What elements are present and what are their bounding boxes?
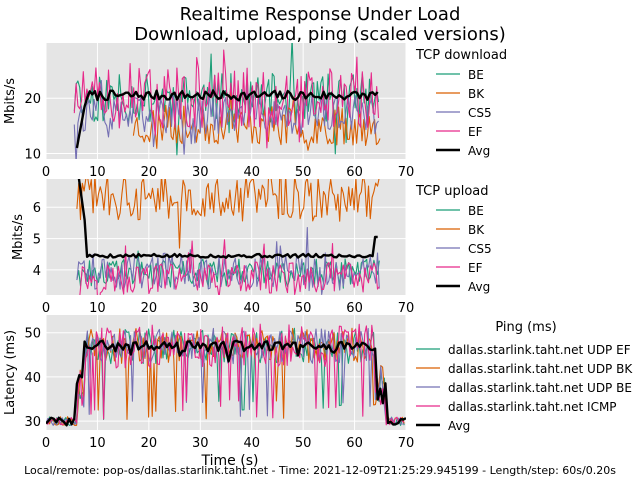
x-tick-label: 20	[141, 301, 158, 316]
legend-label: Avg	[448, 419, 470, 433]
y-axis-label: Mbits/s	[3, 78, 18, 124]
legend-label: BK	[468, 223, 485, 237]
x-tick-label: 0	[42, 436, 50, 451]
y-tick-label: 10	[24, 147, 41, 162]
legend: TCP upload BE BK CS5 EF Avg	[415, 184, 492, 294]
legend-label: dallas.starlink.taht.net UDP BK	[448, 362, 633, 376]
y-axis-label: Mbits/s	[11, 214, 26, 260]
legend-label: BK	[468, 87, 485, 101]
series-line-cs5	[76, 226, 380, 295]
legend: Ping (ms) dallas.starlink.taht.net UDP EF…	[416, 320, 633, 433]
x-tick-label: 50	[295, 436, 312, 451]
legend-label: dallas.starlink.taht.net UDP BE	[448, 381, 632, 395]
y-tick-label: 6	[33, 201, 41, 216]
series-group	[73, 43, 381, 159]
legend-title: Ping (ms)	[495, 320, 556, 335]
legend-label: EF	[468, 261, 483, 275]
x-tick-label: 20	[141, 436, 158, 451]
x-tick-label: 0	[42, 165, 50, 180]
x-tick-label: 10	[89, 165, 106, 180]
series-line-bk	[76, 179, 380, 249]
x-tick-label: 60	[346, 301, 363, 316]
x-tick-label: 50	[295, 301, 312, 316]
figure-title-line2: Download, upload, ping (scaled versions)	[134, 24, 506, 45]
x-tick-label: 10	[89, 436, 106, 451]
y-tick-label: 30	[24, 415, 41, 430]
legend-title: TCP upload	[415, 184, 489, 199]
series-line-ef	[79, 239, 380, 295]
series-line-ef	[73, 49, 380, 149]
series-line-avg	[75, 89, 379, 149]
y-axis-label: Latency (ms)	[3, 330, 18, 415]
chart-upload: 0 10 20 30 40 50 60 70 4 5 6 Mbits/s TCP upload BE BK C…	[11, 179, 492, 316]
x-tick-label: 40	[243, 165, 260, 180]
y-tick-label: 20	[24, 92, 41, 107]
x-tick-label: 30	[192, 436, 209, 451]
legend-label: Avg	[468, 144, 490, 158]
series-line-cs5	[46, 327, 405, 427]
x-tick-label: 40	[243, 436, 260, 451]
series-group	[46, 323, 406, 427]
legend-label: EF	[468, 125, 483, 139]
y-tick-label: 4	[33, 264, 41, 279]
legend-label: Avg	[468, 280, 490, 294]
x-tick-label: 30	[192, 165, 209, 180]
legend-label: dallas.starlink.taht.net UDP EF	[448, 343, 631, 357]
x-tick-label: 20	[141, 165, 158, 180]
figure-footer: Local/remote: pop-os/dallas.starlink.tah…	[24, 464, 616, 477]
legend-label: BE	[468, 68, 484, 82]
x-tick-label: 60	[346, 436, 363, 451]
x-axis-label: Time (s)	[201, 453, 259, 469]
series-group	[76, 179, 380, 295]
x-tick-label: 70	[398, 301, 415, 316]
x-tick-label: 10	[89, 301, 106, 316]
y-tick-label: 50	[24, 327, 41, 342]
legend: TCP download BE BK CS5 EF Avg	[415, 48, 507, 158]
x-tick-label: 0	[42, 301, 50, 316]
x-tick-label: 50	[295, 165, 312, 180]
x-tick-label: 70	[398, 165, 415, 180]
x-tick-label: 30	[192, 301, 209, 316]
x-tick-label: 40	[243, 301, 260, 316]
figure-title-line1: Realtime Response Under Load	[180, 4, 461, 25]
series-line-cs5	[73, 79, 379, 159]
x-tick-label: 60	[346, 165, 363, 180]
legend-title: TCP download	[415, 48, 507, 63]
x-tick-label: 70	[398, 436, 415, 451]
chart-ping: 0 10 20 30 40 50 60 70 30 40 50 Latency (ms) Time (s…	[3, 315, 633, 469]
legend-label: dallas.starlink.taht.net ICMP	[448, 400, 617, 414]
legend-label: BE	[468, 204, 484, 218]
series-line-avg	[46, 339, 406, 427]
legend-label: CS5	[468, 242, 492, 256]
legend-label: CS5	[468, 106, 492, 120]
series-line-avg	[77, 179, 378, 259]
y-tick-label: 5	[33, 233, 41, 248]
y-tick-label: 40	[24, 371, 41, 386]
